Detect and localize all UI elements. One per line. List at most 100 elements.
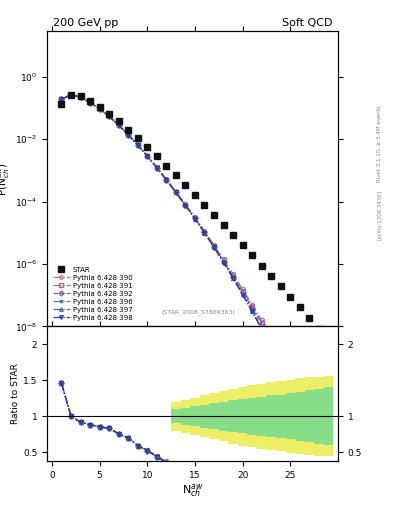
Pythia 6.428 392: [107, 113, 112, 119]
Pythia 6.428 397: [97, 106, 102, 112]
Pythia 6.428 390: [88, 99, 92, 105]
Pythia 6.428 398: [107, 113, 112, 119]
Pythia 6.428 398: [154, 165, 159, 171]
Pythia 6.428 398: [240, 291, 245, 297]
Pythia 6.428 397: [212, 244, 217, 250]
Pythia 6.428 398: [69, 92, 73, 98]
Pythia 6.428 392: [126, 132, 130, 138]
Pythia 6.428 396: [193, 216, 197, 222]
Pythia 6.428 390: [231, 271, 235, 278]
Pythia 6.428 392: [88, 99, 92, 105]
Pythia 6.428 390: [202, 228, 207, 234]
Pythia 6.428 390: [59, 96, 64, 102]
Pythia 6.428 390: [269, 334, 274, 340]
Pythia 6.428 390: [250, 302, 255, 308]
Line: Pythia 6.428 398: Pythia 6.428 398: [59, 93, 292, 389]
Pythia 6.428 398: [88, 99, 92, 105]
Pythia 6.428 392: [259, 321, 264, 327]
Pythia 6.428 398: [174, 189, 178, 196]
Text: (STAR_2008_S7869363): (STAR_2008_S7869363): [162, 309, 235, 314]
Pythia 6.428 398: [193, 216, 197, 222]
Pythia 6.428 391: [116, 122, 121, 129]
Pythia 6.428 397: [202, 229, 207, 236]
Pythia 6.428 390: [174, 188, 178, 195]
Pythia 6.428 392: [164, 177, 169, 183]
Pythia 6.428 391: [250, 303, 255, 309]
Pythia 6.428 391: [174, 189, 178, 195]
Pythia 6.428 398: [269, 345, 274, 351]
Pythia 6.428 392: [221, 259, 226, 265]
Pythia 6.428 398: [288, 383, 293, 390]
Pythia 6.428 392: [174, 189, 178, 195]
Pythia 6.428 392: [250, 305, 255, 311]
X-axis label: N$_{ch}^{aw}$: N$_{ch}^{aw}$: [182, 482, 203, 499]
Pythia 6.428 391: [59, 96, 64, 102]
Pythia 6.428 397: [259, 326, 264, 332]
Pythia 6.428 397: [135, 142, 140, 148]
Y-axis label: Ratio to STAR: Ratio to STAR: [11, 363, 20, 424]
Pythia 6.428 396: [164, 177, 169, 183]
Pythia 6.428 398: [212, 244, 217, 250]
Pythia 6.428 391: [145, 153, 150, 159]
Pythia 6.428 392: [269, 338, 274, 344]
Pythia 6.428 397: [145, 153, 150, 159]
Pythia 6.428 396: [174, 189, 178, 196]
Pythia 6.428 391: [154, 164, 159, 170]
Pythia 6.428 391: [126, 132, 130, 138]
Pythia 6.428 396: [154, 164, 159, 170]
Pythia 6.428 390: [212, 242, 217, 248]
Pythia 6.428 398: [164, 177, 169, 183]
Pythia 6.428 396: [202, 229, 207, 236]
Pythia 6.428 392: [212, 244, 217, 250]
Pythia 6.428 396: [221, 259, 226, 265]
Pythia 6.428 396: [116, 122, 121, 129]
Pythia 6.428 398: [97, 106, 102, 112]
Pythia 6.428 397: [88, 99, 92, 105]
Pythia 6.428 391: [259, 319, 264, 326]
Pythia 6.428 396: [231, 275, 235, 281]
Pythia 6.428 391: [97, 106, 102, 112]
Pythia 6.428 391: [164, 177, 169, 183]
Pythia 6.428 398: [250, 308, 255, 314]
Pythia 6.428 397: [126, 132, 130, 138]
Pythia 6.428 397: [154, 164, 159, 170]
Text: 200 GeV pp: 200 GeV pp: [53, 18, 118, 28]
Legend: STAR, Pythia 6.428 390, Pythia 6.428 391, Pythia 6.428 392, Pythia 6.428 396, Py: STAR, Pythia 6.428 390, Pythia 6.428 391…: [51, 264, 135, 323]
Pythia 6.428 391: [193, 215, 197, 221]
Pythia 6.428 398: [126, 132, 130, 138]
Pythia 6.428 390: [78, 94, 83, 100]
Pythia 6.428 397: [107, 113, 112, 119]
Pythia 6.428 392: [231, 274, 235, 280]
Pythia 6.428 396: [88, 99, 92, 105]
Pythia 6.428 396: [250, 308, 255, 314]
Pythia 6.428 390: [278, 352, 283, 358]
Pythia 6.428 391: [212, 243, 217, 249]
Pythia 6.428 397: [116, 122, 121, 129]
Line: Pythia 6.428 397: Pythia 6.428 397: [59, 93, 264, 331]
Pythia 6.428 390: [183, 201, 188, 207]
Pythia 6.428 392: [69, 92, 73, 98]
Pythia 6.428 397: [250, 308, 255, 314]
Pythia 6.428 396: [97, 106, 102, 112]
Y-axis label: P(N$_{ch}^{aw}$): P(N$_{ch}^{aw}$): [0, 162, 12, 196]
Pythia 6.428 392: [59, 96, 64, 102]
Pythia 6.428 391: [240, 288, 245, 294]
Pythia 6.428 390: [145, 153, 150, 159]
Line: Pythia 6.428 391: Pythia 6.428 391: [59, 93, 273, 341]
Pythia 6.428 390: [135, 142, 140, 148]
Pythia 6.428 396: [240, 291, 245, 297]
Pythia 6.428 396: [107, 113, 112, 119]
Pythia 6.428 392: [154, 165, 159, 171]
Pythia 6.428 397: [221, 259, 226, 265]
Pythia 6.428 396: [59, 96, 64, 102]
Pythia 6.428 397: [231, 275, 235, 281]
Pythia 6.428 390: [221, 257, 226, 263]
Pythia 6.428 396: [78, 94, 83, 100]
Pythia 6.428 392: [278, 356, 283, 362]
Pythia 6.428 390: [97, 106, 102, 112]
Pythia 6.428 392: [78, 94, 83, 100]
Pythia 6.428 396: [69, 92, 73, 98]
Text: Rivet 3.1.10, ≥ 3.4M events: Rivet 3.1.10, ≥ 3.4M events: [377, 105, 382, 182]
Line: Pythia 6.428 392: Pythia 6.428 392: [59, 93, 283, 361]
Pythia 6.428 398: [116, 122, 121, 129]
